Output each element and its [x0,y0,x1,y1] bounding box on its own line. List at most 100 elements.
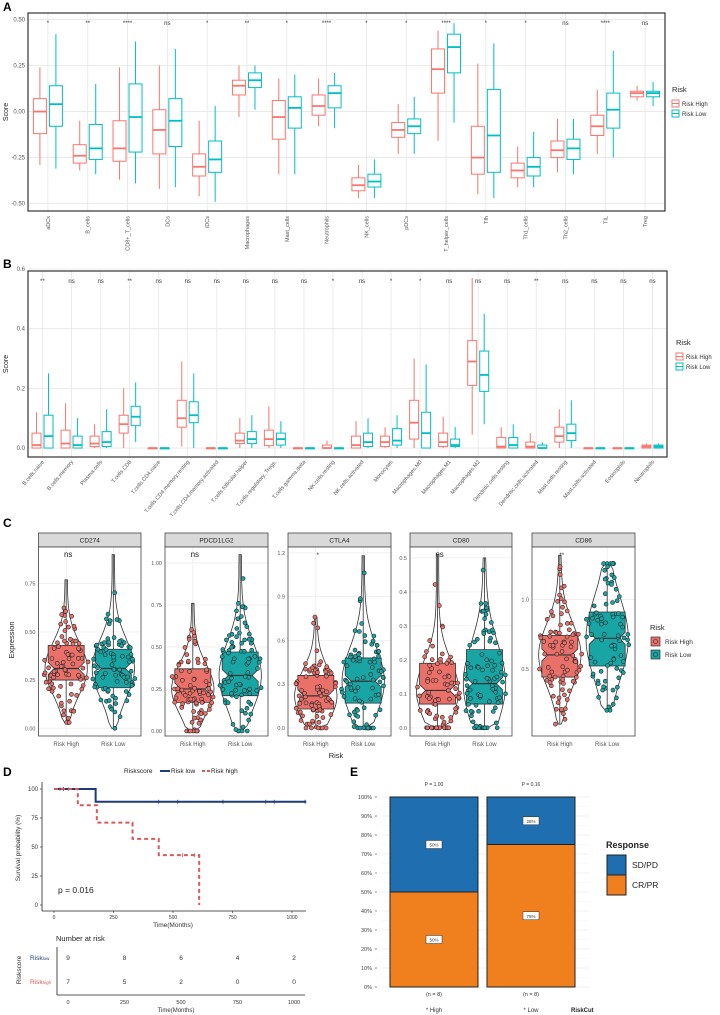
data-point [242,688,247,693]
data-point [499,660,505,666]
data-point [117,667,122,673]
data-point [417,708,423,713]
data-point [356,629,362,634]
data-point [317,690,322,696]
data-point [616,594,622,599]
data-point [113,701,118,706]
data-point [376,649,382,654]
significance-label: ** [559,553,564,559]
data-point [248,640,254,646]
data-point [434,713,440,719]
box [392,428,403,446]
y-tick-label: 10% [361,966,372,972]
data-point [610,614,616,620]
data-point [234,634,239,640]
y-tick [375,929,377,931]
data-point [359,621,365,626]
bar-count: (n = 8) [426,992,442,998]
bar-label-box [425,935,443,944]
data-point [195,656,200,662]
data-point [560,664,566,670]
data-point [203,711,208,716]
data-point [481,631,487,636]
risk-table-row-label-main: Risk [30,979,43,986]
box [431,48,446,94]
data-point [429,666,435,672]
significance-label: * [485,21,488,27]
significance-label: ns [243,279,249,285]
data-point [69,652,75,658]
data-point [613,586,619,592]
plot-border [287,546,392,737]
data-point [119,643,124,649]
risk-table-value: 2 [292,955,296,962]
risk-table-row-label-sub: low [43,956,51,961]
legend-title: Risk [676,338,691,347]
legend-title: Response [606,840,649,850]
data-point [112,725,118,731]
data-point [43,679,49,685]
data-point [236,600,241,606]
data-point [467,687,473,693]
facet-pdcd1lg2: PDCD1LG2 0.00 0.25 0.50 0.75 1.00 Risk High Ris… [151,532,269,748]
facet-title: PDCD1LG2 [199,538,234,545]
data-point [302,690,307,696]
data-point [472,639,477,645]
data-point [427,711,433,716]
data-point [51,646,57,651]
data-point [206,686,212,691]
y-tick-label: 1.00 [151,561,162,567]
bar-label-box [522,816,540,825]
data-point [98,649,103,655]
box [351,177,366,192]
box [31,432,42,449]
data-point [468,665,474,671]
data-point [244,728,250,734]
data-point [592,659,598,665]
data-point [570,653,576,658]
data-point [440,624,446,630]
data-point [476,708,481,714]
y-tick-label: 0.2 [399,658,407,664]
data-point [609,643,614,649]
y-tick-label: 100% [358,795,372,801]
y-tick-label: 0.4 [399,590,407,596]
x-tick-label: T.cells.gamma.delta [272,459,308,501]
data-point [239,728,245,734]
data-point [61,605,67,611]
y-tick-label: 0% [364,985,372,991]
data-point [564,656,569,662]
significance-label: * [524,21,527,27]
data-point [258,685,264,691]
data-point [199,700,205,705]
data-point [614,598,620,604]
significance-label: ns [164,21,170,27]
data-point [614,666,620,671]
data-point [602,591,608,597]
data-point [112,590,117,596]
data-point [439,714,445,720]
data-point [224,637,229,643]
box [60,429,71,449]
y-tick-label: 0.0 [17,446,26,452]
y-tick-label: 100 [28,787,39,793]
significance-label: * [419,279,422,285]
data-point [203,679,209,684]
y-tick-label: 0.2 [17,386,26,392]
data-point [579,651,585,657]
data-point [361,570,367,576]
data-point [558,622,563,628]
data-point [243,674,248,680]
significance-label: **** [441,21,451,27]
data-point [186,636,192,642]
data-point [550,693,556,699]
y-tick-label: 0.50 [151,645,162,651]
data-point [128,652,134,657]
x-tick-label: Risk Low [228,742,253,748]
data-point [179,687,185,693]
box [470,125,485,175]
y-axis-label: Score [3,355,10,373]
data-point [570,678,576,684]
data-point [247,686,252,692]
data-point [56,644,61,650]
